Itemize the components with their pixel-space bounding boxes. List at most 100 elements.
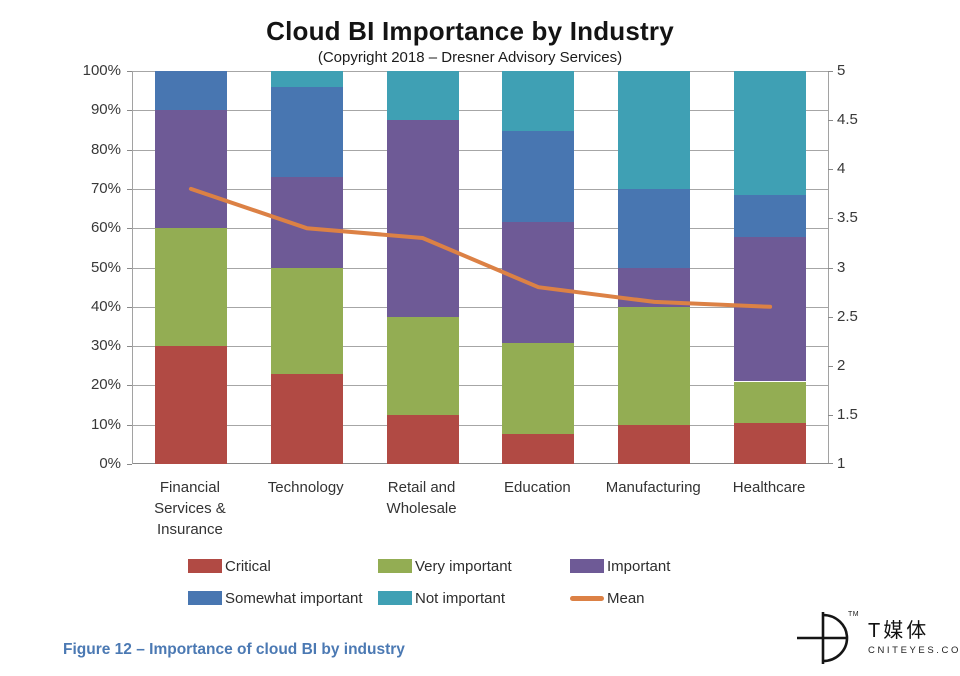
- bar-segment-not-important: [502, 71, 575, 132]
- legend: Critical Very important Important Somewhat …: [188, 556, 788, 620]
- legend-swatch-very-important: [378, 559, 412, 573]
- legend-item-mean: Mean: [570, 588, 645, 608]
- legend-label-not-important: Not important: [415, 589, 506, 607]
- y-left-tick-mark: [127, 268, 132, 269]
- legend-item-somewhat-important: Somewhat important: [188, 588, 363, 608]
- bar-segment-not-important: [618, 71, 691, 189]
- bar-segment-important: [154, 110, 227, 229]
- y-left-tick-mark: [127, 150, 132, 151]
- bar-segment-very-important: [270, 267, 343, 374]
- x-category-label-retail-and-wholesale: Retail and Wholesale: [386, 479, 457, 517]
- y-left-tick-label: 0%: [99, 455, 121, 472]
- gridline: [133, 110, 828, 112]
- logo-d-mark-icon: TM: [796, 609, 860, 667]
- bar-segment-somewhat-important: [734, 195, 807, 237]
- bar-segment-very-important: [502, 342, 575, 434]
- y-right-tick-label: 4.5: [837, 111, 858, 129]
- y-left-tick-label: 40%: [90, 297, 121, 315]
- legend-item-important: Important: [570, 556, 670, 576]
- plot-area: [132, 71, 829, 464]
- legend-label-important: Important: [607, 557, 671, 575]
- y-right-tick-label: 4: [837, 160, 846, 178]
- bar-segment-not-important: [270, 71, 343, 87]
- logo-tm-mark: TM: [848, 611, 860, 618]
- y-right-tick-mark: [828, 268, 833, 269]
- y-right-tick-mark: [828, 366, 833, 367]
- y-left-tick-mark: [127, 425, 132, 426]
- gridline: [133, 424, 828, 426]
- bar-segment-very-important: [618, 306, 691, 425]
- legend-label-critical: Critical: [225, 557, 271, 575]
- y-right-tick-label: 1.5: [837, 405, 858, 423]
- y-left-tick-mark: [127, 189, 132, 190]
- y-left-tick-mark: [127, 110, 132, 111]
- bar-segment-critical: [154, 346, 227, 464]
- bar-segment-very-important: [734, 381, 807, 423]
- legend-label-mean: Mean: [607, 589, 645, 607]
- legend-item-critical: Critical: [188, 556, 271, 576]
- y-left-tick-label: 10%: [90, 415, 121, 433]
- y-right-tick-mark: [828, 71, 833, 72]
- legend-item-very-important: Very important: [378, 556, 512, 576]
- bar-segment-very-important: [154, 228, 227, 347]
- legend-swatch-important: [570, 559, 604, 573]
- y-right-tick-mark: [828, 317, 833, 318]
- y-left-tick-label: 30%: [90, 337, 121, 355]
- gridline: [133, 149, 828, 151]
- legend-swatch-mean: [570, 595, 604, 601]
- x-category-label-healthcare: Healthcare: [732, 479, 806, 496]
- chart-title: Cloud BI Importance by Industry: [266, 16, 674, 46]
- legend-label-somewhat-important: Somewhat important: [225, 589, 363, 607]
- gridline: [133, 385, 828, 387]
- mean-line: [188, 186, 773, 309]
- y-right-tick-label: 2.5: [837, 307, 858, 325]
- bar-segment-somewhat-important: [618, 188, 691, 268]
- y-right-tick-mark: [828, 120, 833, 121]
- bar-segment-somewhat-important: [270, 86, 343, 178]
- x-category-label-manufacturing: Manufacturing: [605, 479, 701, 496]
- legend-swatch-critical: [188, 559, 222, 573]
- y-right-tick-mark: [828, 415, 833, 416]
- x-axis-line: [133, 463, 828, 464]
- x-category-label-financial-services-insurance: Financial Services & Insurance: [154, 479, 226, 538]
- y-left-tick-mark: [127, 385, 132, 386]
- bar-segment-critical: [502, 433, 575, 464]
- bar-segment-critical: [618, 424, 691, 464]
- y-right-tick-label: 5: [837, 62, 846, 79]
- y-right-tick-label: 3: [837, 258, 846, 276]
- bar-segment-very-important: [386, 316, 459, 415]
- y-right-tick-label: 3.5: [837, 209, 858, 227]
- bar-segment-somewhat-important: [154, 71, 227, 111]
- y-right-tick-mark: [828, 218, 833, 219]
- y-right-tick-mark: [828, 463, 833, 464]
- gridline: [133, 71, 828, 72]
- bar-segment-critical: [270, 373, 343, 464]
- bar-segment-critical: [734, 422, 807, 464]
- y-left-tick-label: 60%: [90, 219, 121, 237]
- legend-swatch-somewhat-important: [188, 591, 222, 605]
- y-left-tick-mark: [127, 307, 132, 308]
- y-left-tick-label: 90%: [90, 101, 121, 119]
- bar-segment-not-important: [386, 71, 459, 121]
- y-left-tick-label: 70%: [90, 179, 121, 197]
- bar-segment-important: [502, 221, 575, 343]
- gridline: [133, 346, 828, 348]
- y-left-tick-mark: [127, 464, 132, 465]
- y-left-tick-mark: [127, 71, 132, 72]
- y-right-tick-label: 1: [837, 455, 846, 472]
- y-right-tick-label: 2: [837, 356, 846, 374]
- bar-segment-important: [734, 236, 807, 382]
- logo: TM T媒体 CNITEYES.COM: [796, 609, 960, 667]
- logo-domain-text: CNITEYES.COM: [868, 645, 960, 656]
- gridline: [133, 267, 828, 269]
- logo-brand-text: T媒体: [868, 620, 930, 642]
- legend-item-not-important: Not important: [378, 588, 505, 608]
- legend-swatch-not-important: [378, 591, 412, 605]
- x-category-label-technology: Technology: [267, 479, 344, 496]
- x-category-label-education: Education: [504, 479, 571, 496]
- gridline: [133, 306, 828, 308]
- gridline: [133, 228, 828, 230]
- bar-segment-important: [386, 120, 459, 317]
- y-left-tick-label: 20%: [90, 376, 121, 394]
